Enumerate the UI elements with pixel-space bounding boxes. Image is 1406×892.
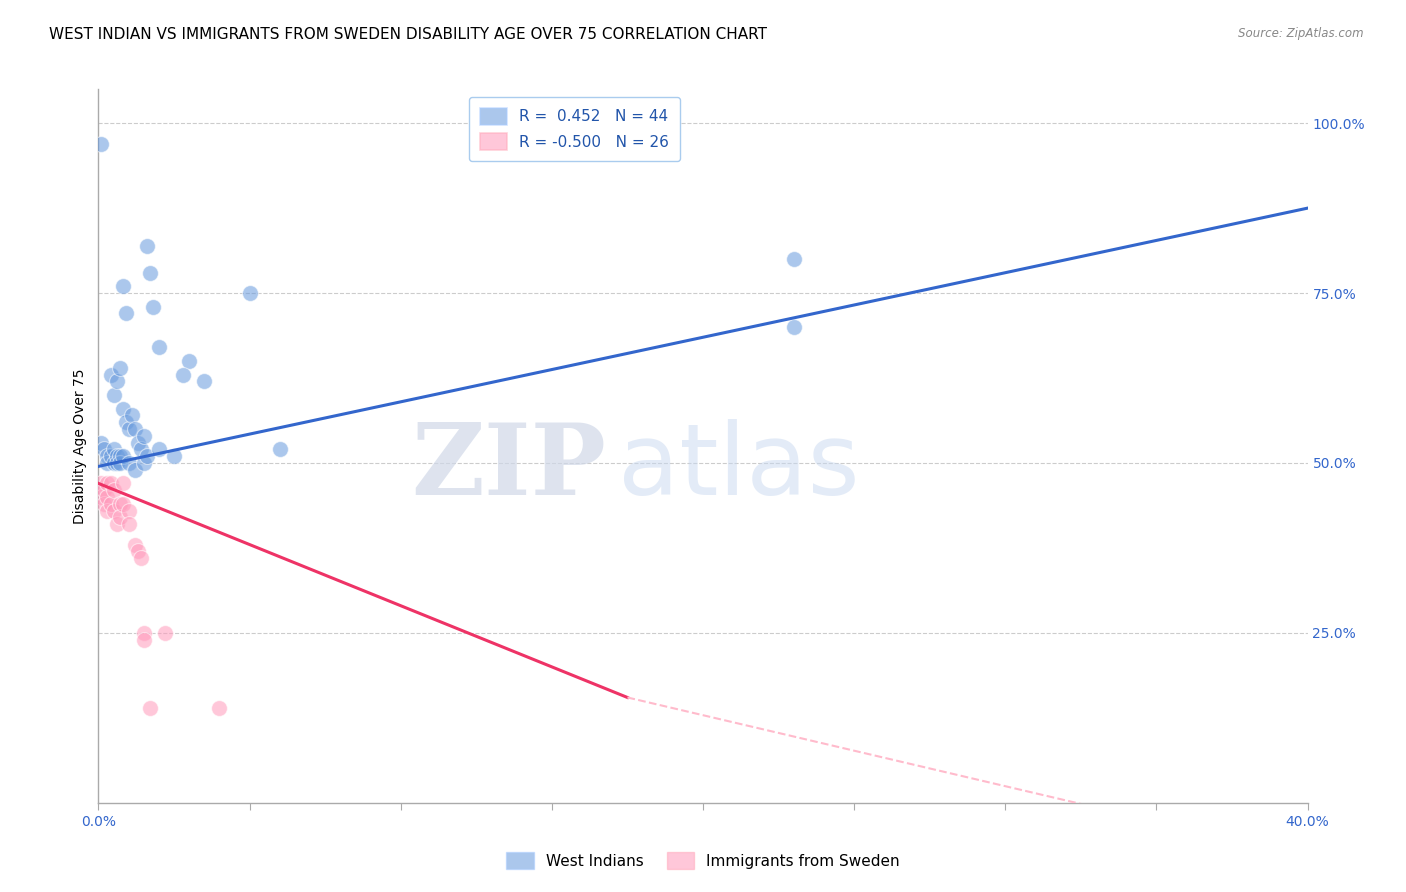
Point [96,476,118,491]
Point [269,442,291,457]
Point [783,252,806,266]
Point [172,368,194,382]
Point [127,435,149,450]
Point [90,476,112,491]
Point [139,700,162,714]
Point [193,375,215,389]
Point [148,341,170,355]
Point [142,300,165,314]
Point [93,497,115,511]
Point [129,551,152,566]
Point [124,463,146,477]
Point [96,449,118,463]
Point [111,476,134,491]
Point [108,360,131,375]
Point [96,490,118,504]
Point [90,435,112,450]
Point [111,401,134,416]
Point [93,483,115,498]
Legend: West Indians, Immigrants from Sweden: West Indians, Immigrants from Sweden [501,846,905,875]
Point [103,442,125,457]
Text: WEST INDIAN VS IMMIGRANTS FROM SWEDEN DISABILITY AGE OVER 75 CORRELATION CHART: WEST INDIAN VS IMMIGRANTS FROM SWEDEN DI… [49,27,768,42]
Point [103,483,125,498]
Point [148,442,170,457]
Point [111,279,134,293]
Point [163,449,186,463]
Point [90,490,112,504]
Point [135,238,157,252]
Point [103,456,125,470]
Point [108,497,131,511]
Point [135,449,157,463]
Point [93,442,115,457]
Point [90,136,112,151]
Point [132,632,155,647]
Point [783,320,806,334]
Point [179,354,201,368]
Point [239,286,262,301]
Point [114,306,136,320]
Point [108,456,131,470]
Point [118,456,141,470]
Point [132,626,155,640]
Point [105,449,128,463]
Point [139,266,162,280]
Point [114,415,136,429]
Point [103,388,125,402]
Point [105,456,128,470]
Point [105,375,128,389]
Text: ZIP: ZIP [412,419,606,516]
Text: Source: ZipAtlas.com: Source: ZipAtlas.com [1239,27,1364,40]
Point [103,503,125,517]
Point [129,442,152,457]
Point [100,476,122,491]
Point [100,497,122,511]
Point [132,429,155,443]
Point [118,517,141,532]
Point [124,537,146,551]
Point [96,503,118,517]
Point [108,449,131,463]
Point [105,517,128,532]
Point [111,497,134,511]
Point [100,368,122,382]
Point [127,544,149,558]
Point [132,456,155,470]
Point [208,700,231,714]
Point [121,409,143,423]
Point [96,456,118,470]
Y-axis label: Disability Age Over 75: Disability Age Over 75 [73,368,87,524]
Point [118,503,141,517]
Point [118,422,141,436]
Point [153,626,176,640]
Text: atlas: atlas [619,419,860,516]
Point [108,510,131,524]
Point [124,422,146,436]
Point [100,449,122,463]
Legend: R =  0.452   N = 44, R = -0.500   N = 26: R = 0.452 N = 44, R = -0.500 N = 26 [468,97,679,161]
Point [111,449,134,463]
